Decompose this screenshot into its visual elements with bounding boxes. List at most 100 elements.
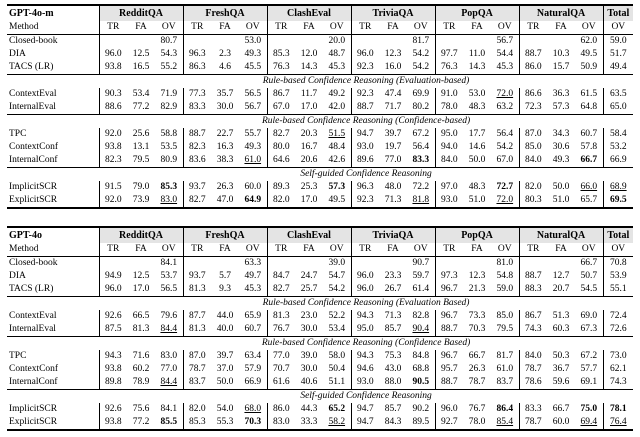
column-subheader: OV <box>602 243 634 257</box>
value-cell: 82.0 <box>182 403 211 416</box>
value-cell: 33.3 <box>300 417 318 427</box>
value-cell: 88.7 <box>434 376 464 390</box>
value-cell: 54.4 <box>496 49 514 59</box>
value-cell: 17.7 <box>468 129 486 139</box>
value-cell: 56.4 <box>412 142 430 152</box>
value-cell: 35.7 <box>216 89 234 99</box>
value-cell: 97.0 <box>434 181 464 194</box>
value-cell: 82.0 <box>518 181 548 194</box>
value-cell: 85.3 <box>266 48 295 61</box>
table-row: ExplicitSCR 92.0 73.9 83.0 82.7 47.0 64.9 82.0 1… <box>7 194 634 208</box>
value-cell: 78.7 <box>468 377 486 387</box>
table-row: InternalEval 88.6 77.2 82.9 83.3 30.0 56.7 67.0… <box>7 101 634 115</box>
value-cell: 53.0 <box>468 89 486 99</box>
value-cell: 83.3 <box>412 155 430 165</box>
value-cell: 36.7 <box>552 364 570 374</box>
value-cell: 72.3 <box>518 101 548 115</box>
value-cell: 83.7 <box>182 376 211 390</box>
table-row: DIA 96.0 12.5 54.3 96.3 2.3 49.3 85.3 12.0 48.7 96… <box>7 48 634 61</box>
value-cell: 88.7 <box>434 323 464 337</box>
value-cell: 92.3 <box>350 194 379 208</box>
value-cell: 80.0 <box>266 141 295 154</box>
table-row: TPC 94.3 71.6 83.0 87.0 39.7 63.4 77.0 39.0 58.0 9… <box>7 350 634 363</box>
value-cell: 53.9 <box>602 270 634 283</box>
value-cell: 54.2 <box>412 62 430 72</box>
value-cell: 66.5 <box>132 311 150 321</box>
value-cell: 42.0 <box>328 102 346 112</box>
value-cell: 50.4 <box>328 364 346 374</box>
method-name: InternalEval <box>9 324 56 334</box>
column-group-header: NaturalQA <box>518 227 604 243</box>
method-name: ContextEval <box>9 89 57 99</box>
value-cell: 62.0 <box>580 36 598 46</box>
value-cell: 63.4 <box>244 351 262 361</box>
value-cell: 58.4 <box>602 128 634 141</box>
value-cell: 15.7 <box>552 62 570 72</box>
column-subheader: FA <box>387 22 399 32</box>
column-group-header: FreshQA <box>182 227 267 243</box>
section-header-spacer <box>7 336 99 350</box>
value-cell: 56.7 <box>496 36 514 46</box>
table-row: InternalConf 82.3 79.5 80.9 83.6 38.3 61.0 64.6… <box>7 154 634 168</box>
value-cell: 2.3 <box>219 49 231 59</box>
value-cell: 39.7 <box>384 129 402 139</box>
value-cell: 87.7 <box>182 310 211 323</box>
value-cell: 65.9 <box>244 311 262 321</box>
value-cell: 82.3 <box>182 141 211 154</box>
value-cell <box>379 257 407 271</box>
value-cell <box>211 35 239 49</box>
value-cell: 96.0 <box>434 403 464 416</box>
method-name: ContextEval <box>9 311 57 321</box>
value-cell: 52.2 <box>328 311 346 321</box>
column-subheader: TR <box>518 243 548 257</box>
value-cell: 36.3 <box>552 89 570 99</box>
value-cell: 50.3 <box>552 351 570 361</box>
value-cell: 53.4 <box>328 324 346 334</box>
method-name: TACS (LR) <box>9 284 54 294</box>
value-cell <box>127 257 155 271</box>
value-cell: 68.9 <box>602 181 634 194</box>
value-cell: 93.0 <box>434 194 464 208</box>
value-cell: 54.5 <box>580 284 598 294</box>
value-cell: 20.3 <box>300 129 318 139</box>
value-cell: 74.3 <box>518 323 548 337</box>
value-cell: 4.6 <box>219 62 231 72</box>
value-cell: 93.8 <box>98 363 127 376</box>
value-cell: 89.8 <box>98 376 127 390</box>
value-cell: 80.2 <box>412 102 430 112</box>
value-cell: 54.2 <box>328 284 346 294</box>
method-name: ImplicitSCR <box>9 404 58 414</box>
table-row: ImplicitSCR 92.6 75.6 84.1 82.0 54.0 68.0 86.0 4… <box>7 403 634 416</box>
value-cell: 72.0 <box>496 89 514 99</box>
value-cell: 92.6 <box>98 403 127 416</box>
value-cell: 92.6 <box>98 310 127 323</box>
section-header-row: Self-guided Confidence Reasoning <box>7 389 634 403</box>
value-cell: 71.3 <box>384 195 402 205</box>
value-cell: 63.3 <box>244 258 262 268</box>
column-subheader: OV <box>497 22 512 32</box>
value-cell: 64.8 <box>580 102 598 112</box>
value-cell: 49.5 <box>328 195 346 205</box>
value-cell: 17.0 <box>300 102 318 112</box>
value-cell: 85.7 <box>384 404 402 414</box>
value-cell: 60.0 <box>244 182 262 192</box>
value-cell: 79.5 <box>132 155 150 165</box>
section-header: Rule-based Confidence Reasoning (Confide… <box>99 336 634 350</box>
column-subheader: FA <box>555 244 567 254</box>
value-cell: 45.3 <box>244 284 262 294</box>
section-header-spacer <box>7 74 99 88</box>
method-name: Closed-book <box>9 36 58 46</box>
value-cell: 11.0 <box>468 49 486 59</box>
value-cell: 51.5 <box>328 129 346 139</box>
column-subheader: TR <box>266 21 295 35</box>
section-header: Rule-based Confidence Reasoning (Evaluat… <box>99 296 634 310</box>
column-subheader: OV <box>329 22 344 32</box>
value-cell: 82.7 <box>182 194 211 208</box>
value-cell: 95.0 <box>350 323 379 337</box>
value-cell: 22.7 <box>216 129 234 139</box>
value-cell: 30.0 <box>300 324 318 334</box>
value-cell: 93.7 <box>182 270 211 283</box>
value-cell: 11.7 <box>300 89 318 99</box>
value-cell: 90.4 <box>412 324 430 334</box>
value-cell: 54.3 <box>160 49 178 59</box>
